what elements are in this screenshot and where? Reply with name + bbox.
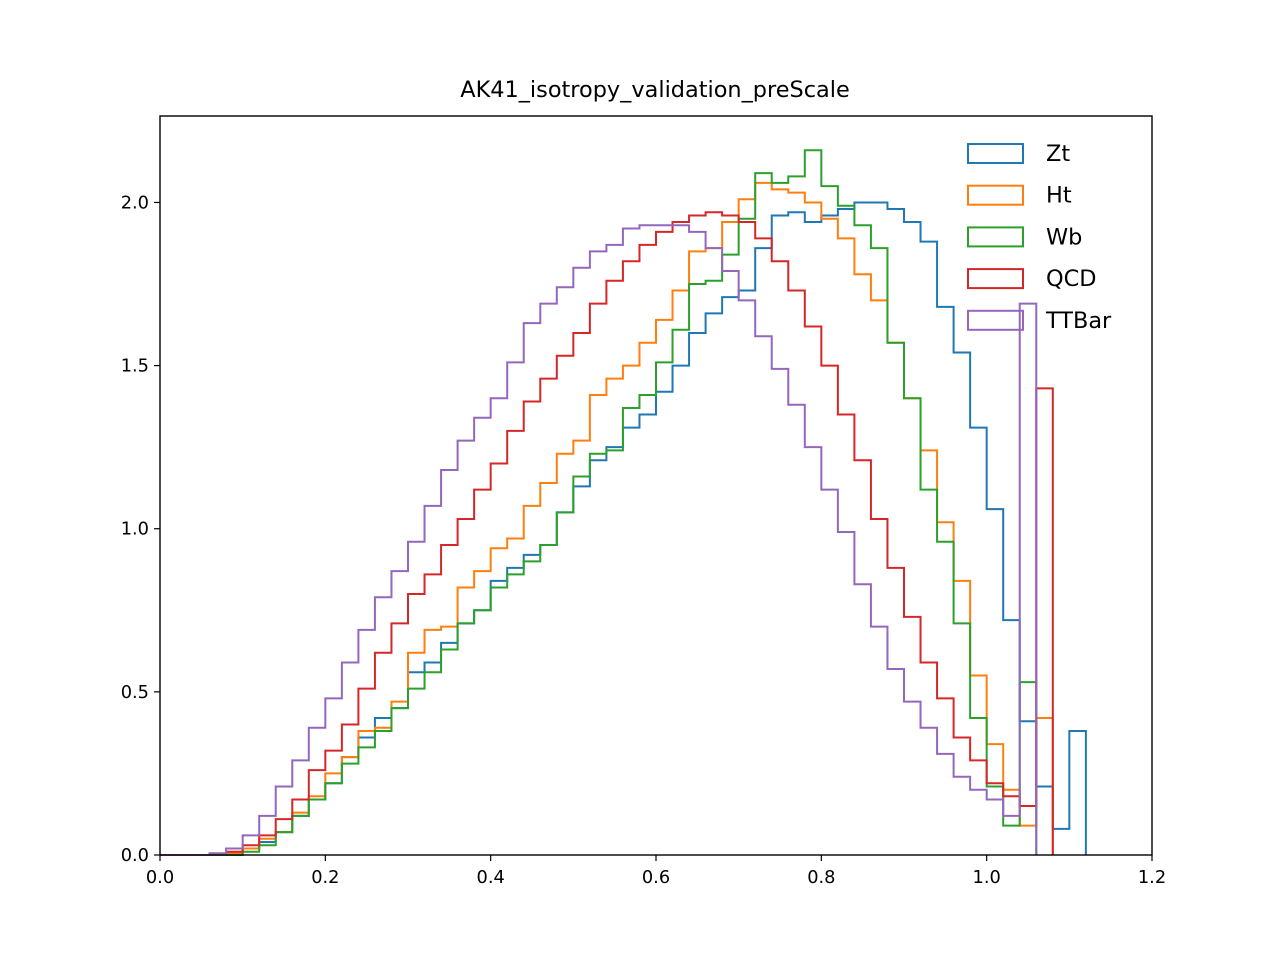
x-tick-label: 0.4 <box>477 867 505 888</box>
y-tick-label: 1.5 <box>121 356 149 377</box>
legend-label-wb: Wb <box>1046 224 1082 250</box>
legend-swatch-wb <box>967 226 1024 248</box>
legend: Zt Ht Wb QCD TTBar <box>967 141 1112 334</box>
y-tick-label: 2.0 <box>121 192 149 213</box>
legend-swatch-ht <box>967 184 1024 206</box>
x-tick-label: 1.0 <box>973 867 1001 888</box>
y-axis: 0.0 0.5 1.0 1.5 2.0 <box>121 192 160 866</box>
x-tick-label: 0.2 <box>311 867 339 888</box>
legend-label-ttbar: TTBar <box>1045 308 1112 334</box>
x-tick-label: 0.6 <box>642 867 670 888</box>
chart-title: AK41_isotropy_validation_preScale <box>460 77 850 103</box>
y-tick-label: 0.5 <box>121 682 149 703</box>
series-step-qcd <box>160 211 1054 856</box>
x-tick-label: 1.2 <box>1138 867 1166 888</box>
legend-swatch-ttbar <box>967 309 1024 331</box>
x-tick-label: 0.8 <box>807 867 835 888</box>
legend-swatch-qcd <box>967 268 1024 290</box>
y-tick-label: 0.0 <box>121 845 149 866</box>
legend-label-zt: Zt <box>1046 141 1070 167</box>
legend-label-qcd: QCD <box>1046 266 1097 292</box>
series-step-wb <box>160 149 1038 856</box>
x-tick-label: 0.0 <box>146 867 174 888</box>
legend-swatch-zt <box>967 143 1024 164</box>
legend-label-ht: Ht <box>1046 183 1072 209</box>
series-layer <box>160 149 1087 856</box>
series-step-ttbar <box>160 224 1038 856</box>
y-tick-label: 1.0 <box>121 519 149 540</box>
x-axis: 0.0 0.2 0.4 0.6 0.8 1.0 1.2 <box>146 855 1166 888</box>
